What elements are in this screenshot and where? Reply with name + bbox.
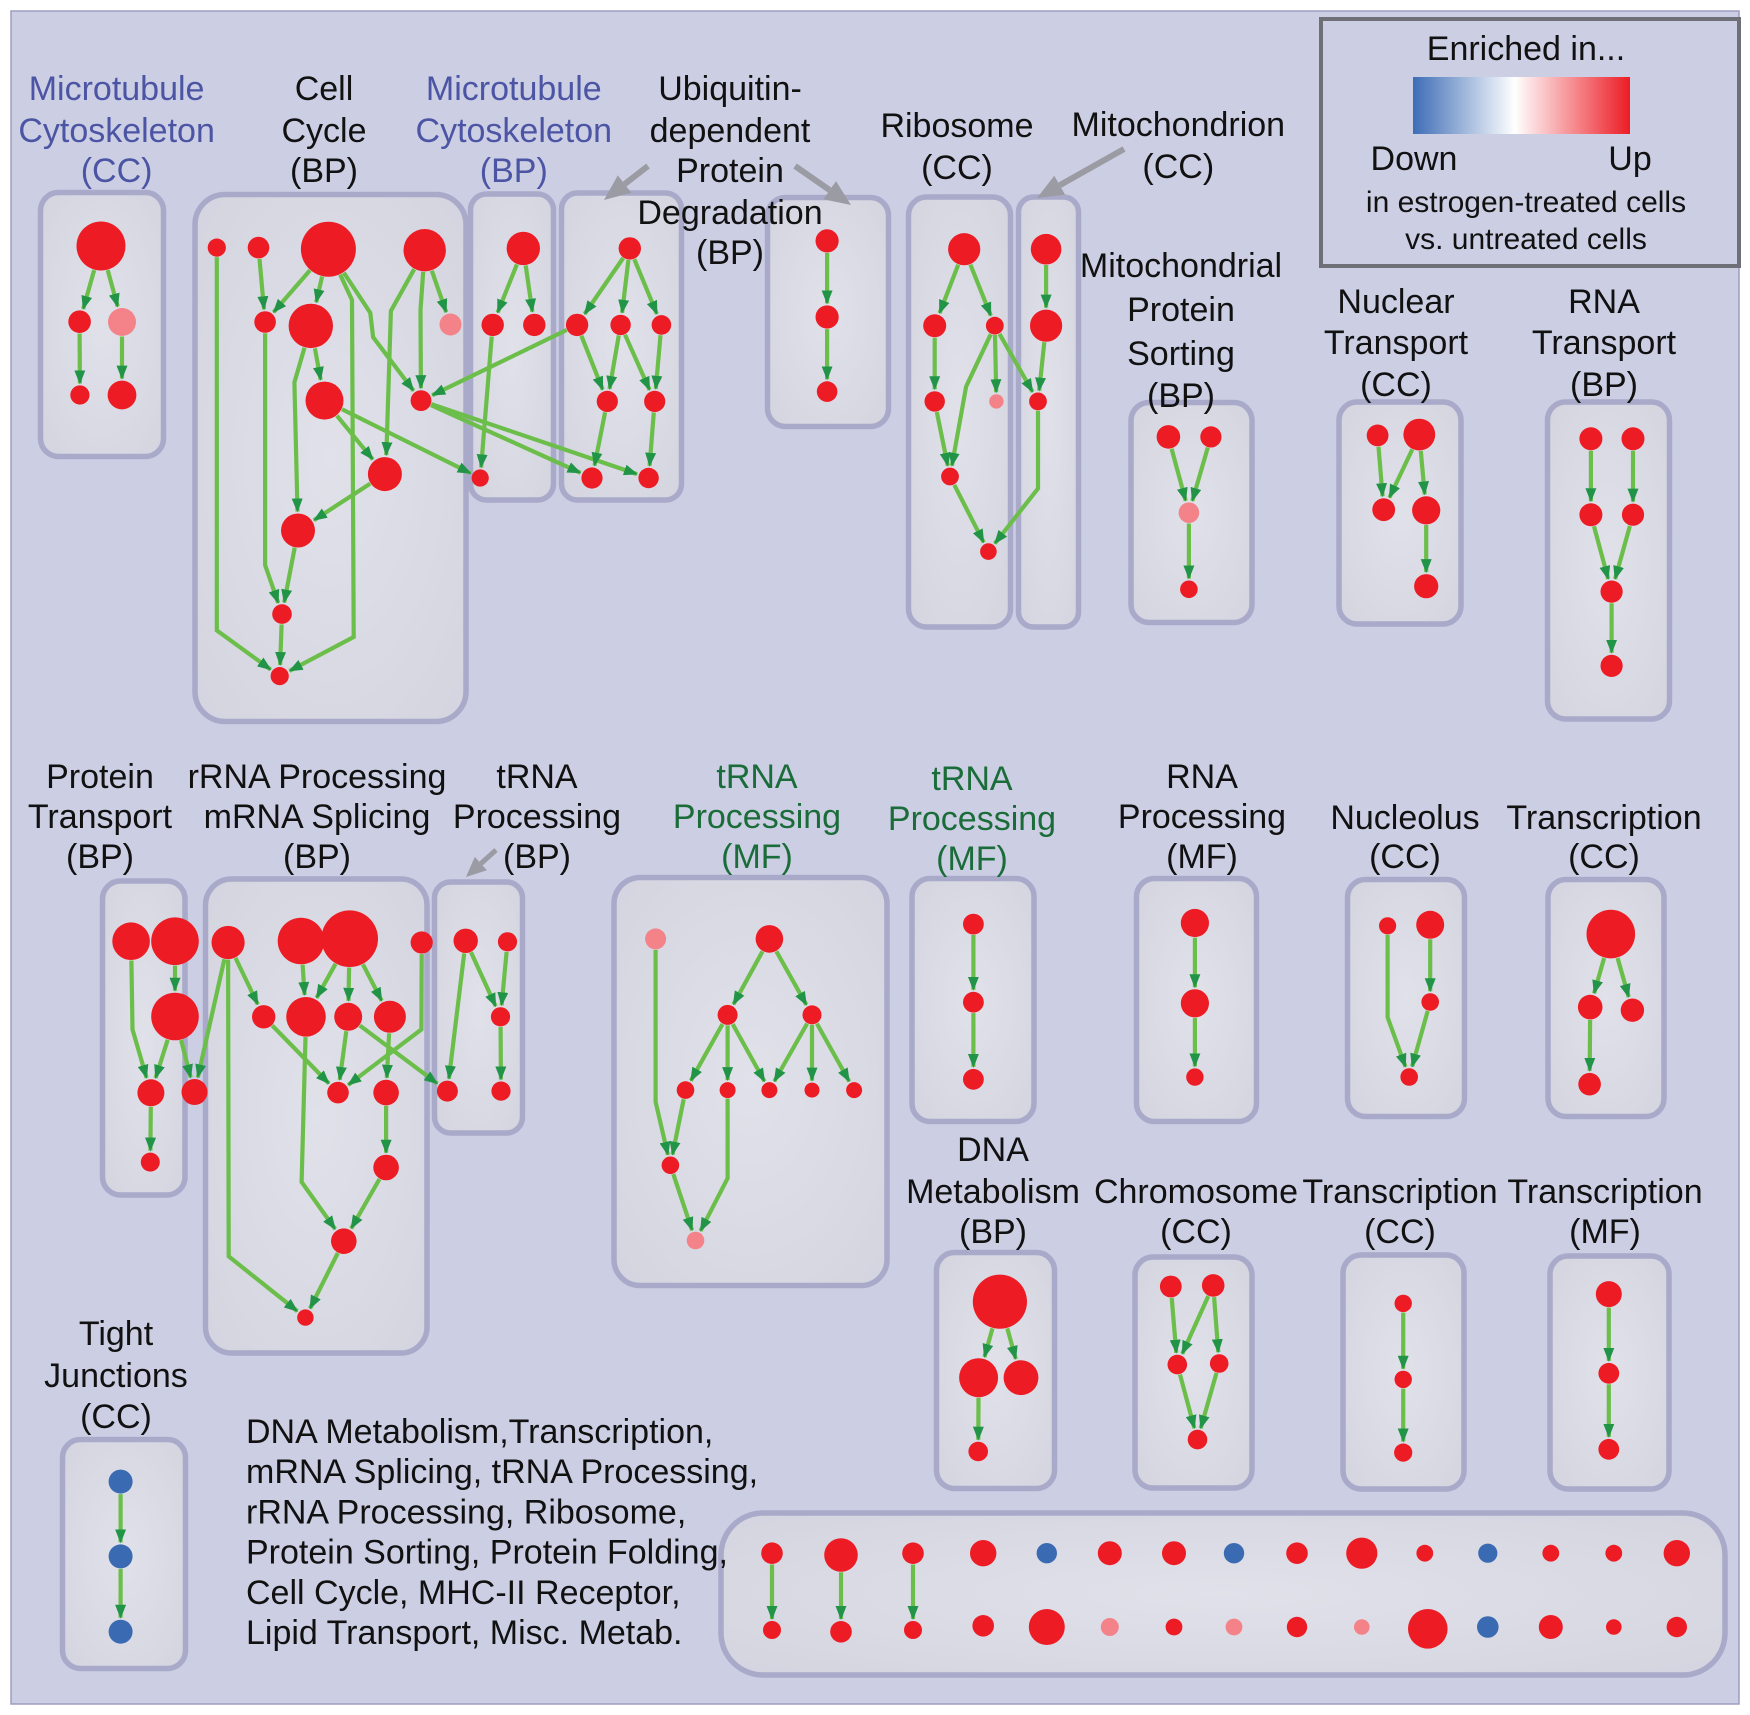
svg-text:Enriched in...: Enriched in... bbox=[1427, 30, 1625, 68]
svg-text:Ubiquitin-: Ubiquitin- bbox=[658, 70, 802, 108]
svg-text:(CC): (CC) bbox=[1364, 1213, 1436, 1251]
svg-text:Transport: Transport bbox=[28, 798, 173, 836]
svg-text:mRNA Splicing: mRNA Splicing bbox=[204, 798, 431, 836]
svg-text:Processing: Processing bbox=[888, 800, 1056, 838]
svg-text:Processing: Processing bbox=[453, 798, 621, 836]
svg-text:Transcription: Transcription bbox=[1507, 1173, 1702, 1211]
svg-text:(BP): (BP) bbox=[290, 152, 358, 190]
svg-text:(BP): (BP) bbox=[503, 838, 571, 876]
svg-text:(CC): (CC) bbox=[81, 152, 153, 190]
svg-text:Mitochondrial: Mitochondrial bbox=[1080, 247, 1282, 285]
svg-text:(BP): (BP) bbox=[696, 234, 764, 272]
svg-text:Microtubule: Microtubule bbox=[426, 70, 602, 108]
svg-text:Mitochondrion: Mitochondrion bbox=[1072, 106, 1286, 144]
svg-text:Lipid Transport, Misc. Metab.: Lipid Transport, Misc. Metab. bbox=[246, 1614, 683, 1652]
svg-text:Nucleolus: Nucleolus bbox=[1330, 799, 1479, 837]
svg-text:Sorting: Sorting bbox=[1127, 335, 1235, 373]
svg-text:Nuclear: Nuclear bbox=[1337, 283, 1454, 321]
svg-text:Microtubule: Microtubule bbox=[29, 70, 205, 108]
svg-text:Cytoskeleton: Cytoskeleton bbox=[416, 112, 613, 150]
svg-text:rRNA Processing, Ribosome,: rRNA Processing, Ribosome, bbox=[246, 1493, 686, 1531]
svg-text:DNA: DNA bbox=[957, 1131, 1029, 1169]
svg-text:Cell Cycle, MHC-II Receptor,: Cell Cycle, MHC-II Receptor, bbox=[246, 1574, 681, 1612]
svg-text:RNA: RNA bbox=[1166, 758, 1238, 796]
svg-text:Transcription: Transcription bbox=[1506, 799, 1701, 837]
svg-text:tRNA: tRNA bbox=[716, 758, 798, 796]
svg-text:Transport: Transport bbox=[1532, 324, 1677, 362]
svg-text:(CC): (CC) bbox=[1160, 1213, 1232, 1251]
svg-text:Cell: Cell bbox=[295, 70, 354, 108]
svg-text:(BP): (BP) bbox=[480, 152, 548, 190]
svg-text:(BP): (BP) bbox=[1570, 366, 1638, 404]
svg-text:Up: Up bbox=[1608, 140, 1651, 178]
svg-text:Degradation: Degradation bbox=[637, 194, 822, 232]
svg-text:mRNA Splicing, tRNA Processing: mRNA Splicing, tRNA Processing, bbox=[246, 1453, 758, 1491]
svg-text:Tight: Tight bbox=[79, 1315, 154, 1353]
svg-text:Ribosome: Ribosome bbox=[880, 107, 1033, 145]
svg-text:tRNA: tRNA bbox=[496, 758, 578, 796]
svg-text:Transcription: Transcription bbox=[1302, 1173, 1497, 1211]
svg-text:DNA Metabolism,Transcription,: DNA Metabolism,Transcription, bbox=[246, 1413, 713, 1451]
svg-text:Cytoskeleton: Cytoskeleton bbox=[18, 112, 215, 150]
svg-text:in estrogen-treated cells: in estrogen-treated cells bbox=[1366, 186, 1686, 219]
svg-text:Processing: Processing bbox=[673, 798, 841, 836]
svg-text:Metabolism: Metabolism bbox=[906, 1173, 1080, 1211]
svg-text:(MF): (MF) bbox=[721, 838, 793, 876]
svg-text:tRNA: tRNA bbox=[931, 760, 1013, 798]
svg-text:rRNA Processing: rRNA Processing bbox=[188, 758, 447, 796]
svg-text:Protein: Protein bbox=[676, 152, 784, 190]
svg-text:(CC): (CC) bbox=[921, 149, 993, 187]
svg-text:Junctions: Junctions bbox=[44, 1357, 188, 1395]
svg-text:Protein Sorting, Protein Foldi: Protein Sorting, Protein Folding, bbox=[246, 1534, 728, 1572]
svg-text:(BP): (BP) bbox=[66, 838, 134, 876]
svg-text:(CC): (CC) bbox=[1360, 366, 1432, 404]
svg-text:dependent: dependent bbox=[650, 112, 811, 150]
svg-text:(BP): (BP) bbox=[959, 1213, 1027, 1251]
svg-text:(CC): (CC) bbox=[1568, 838, 1640, 876]
svg-text:RNA: RNA bbox=[1568, 283, 1640, 321]
svg-text:(MF): (MF) bbox=[1166, 838, 1238, 876]
svg-text:Processing: Processing bbox=[1118, 798, 1286, 836]
svg-text:Chromosome: Chromosome bbox=[1094, 1173, 1298, 1211]
svg-text:(BP): (BP) bbox=[283, 838, 351, 876]
svg-text:(BP): (BP) bbox=[1147, 377, 1215, 415]
svg-text:Protein: Protein bbox=[46, 758, 154, 796]
svg-text:(CC): (CC) bbox=[1369, 838, 1441, 876]
svg-text:Protein: Protein bbox=[1127, 291, 1235, 329]
svg-text:Transport: Transport bbox=[1324, 324, 1469, 362]
svg-text:(MF): (MF) bbox=[1569, 1213, 1641, 1251]
svg-text:Cycle: Cycle bbox=[281, 112, 366, 150]
svg-text:(CC): (CC) bbox=[1142, 148, 1214, 186]
svg-text:(CC): (CC) bbox=[80, 1398, 152, 1436]
svg-text:vs. untreated cells: vs. untreated cells bbox=[1405, 223, 1647, 256]
svg-text:Down: Down bbox=[1371, 140, 1458, 178]
svg-text:(MF): (MF) bbox=[936, 840, 1008, 878]
